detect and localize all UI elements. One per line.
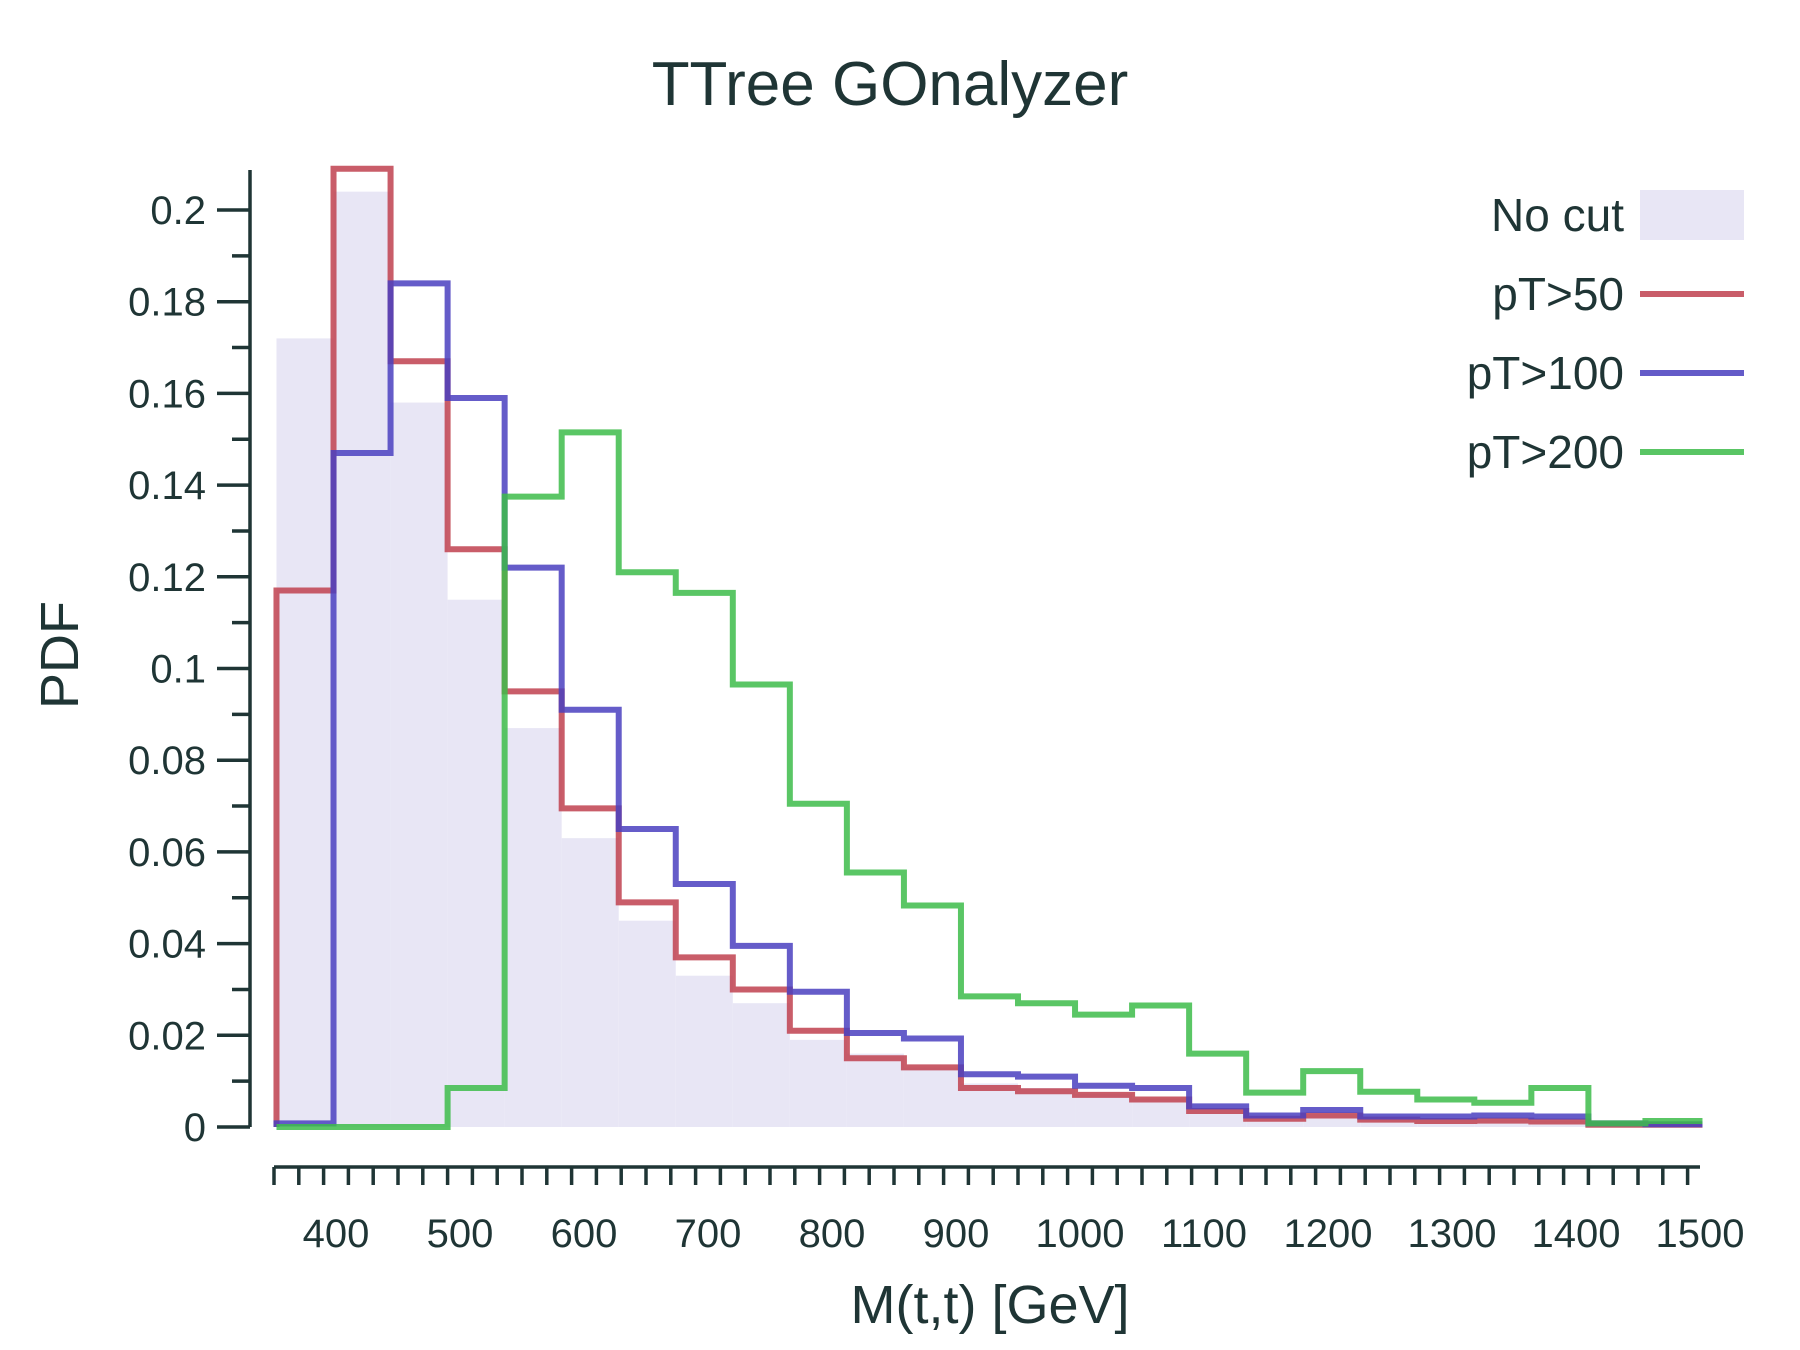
bar-nocut-7 [675, 975, 733, 1127]
legend-swatch [1640, 190, 1744, 240]
bar-nocut-14 [1075, 1093, 1133, 1127]
y-axis: 0 0.02 0.04 0.06 0.08 0.1 0.12 0.14 0.16 0.18 0.2 [128, 170, 252, 1150]
legend-label: pT>100 [1467, 347, 1624, 399]
x-tick-label: 600 [551, 1212, 618, 1256]
x-tick-label: 1400 [1532, 1212, 1621, 1256]
legend-label: pT>200 [1467, 426, 1624, 478]
bar-nocut-2 [390, 402, 448, 1127]
y-tick-label: 0.02 [128, 1014, 206, 1058]
legend-label: pT>50 [1492, 268, 1624, 320]
y-tick-label: 0.18 [128, 281, 206, 325]
x-axis: 400 500 600 700 800 900 1000 1100 1200 1300 1400 15… [272, 1165, 1745, 1256]
bar-nocut-6 [618, 920, 676, 1127]
bar-nocut-9 [789, 1039, 847, 1127]
y-tick-label: 0.2 [150, 189, 206, 233]
x-tick-label: 1100 [1161, 1212, 1247, 1256]
y-tick-label: 0.14 [128, 464, 206, 508]
bar-nocut-15 [1132, 1098, 1190, 1127]
y-tick-label: 0.1 [150, 648, 206, 692]
step-histograms [273, 165, 1703, 1130]
chart-title: TTree GOnalyzer [652, 50, 1129, 119]
bar-nocut-3 [447, 599, 505, 1127]
y-tick-label: 0.12 [128, 556, 206, 600]
x-tick-label: 900 [923, 1212, 990, 1256]
y-tick-label: 0.04 [128, 923, 206, 967]
step-line-pt-200 [276, 429, 1703, 1130]
bar-nocut-11 [903, 1067, 961, 1127]
x-tick-label: 400 [303, 1212, 370, 1256]
filled-histogram [276, 191, 1703, 1127]
bar-nocut-4 [504, 728, 562, 1127]
bar-nocut-19 [1360, 1118, 1418, 1127]
x-tick-label: 800 [799, 1212, 866, 1256]
y-tick-label: 0.16 [128, 372, 206, 416]
bar-nocut-13 [1018, 1088, 1076, 1127]
bar-nocut-1 [333, 191, 391, 1127]
y-tick-label: 0.06 [128, 831, 206, 875]
y-axis-label: PDF [30, 601, 90, 709]
x-tick-label: 1000 [1036, 1212, 1125, 1256]
x-tick-label: 1300 [1408, 1212, 1497, 1256]
bar-nocut-8 [732, 1003, 790, 1127]
legend-label: No cut [1491, 189, 1624, 241]
bar-nocut-0 [276, 338, 334, 1127]
x-tick-label: 500 [427, 1212, 494, 1256]
bar-nocut-10 [846, 1053, 904, 1127]
step-line-pt-100 [273, 280, 1703, 1128]
legend: No cut pT>50 pT>100 pT>200 [1467, 189, 1744, 478]
x-tick-label: 1500 [1656, 1212, 1745, 1256]
x-tick-label: 700 [675, 1212, 742, 1256]
x-axis-label: M(t,t) [GeV] [850, 1275, 1129, 1335]
x-tick-label: 1200 [1284, 1212, 1373, 1256]
bar-nocut-5 [561, 838, 619, 1127]
y-tick-label: 0 [184, 1106, 206, 1150]
y-tick-label: 0.08 [128, 739, 206, 783]
